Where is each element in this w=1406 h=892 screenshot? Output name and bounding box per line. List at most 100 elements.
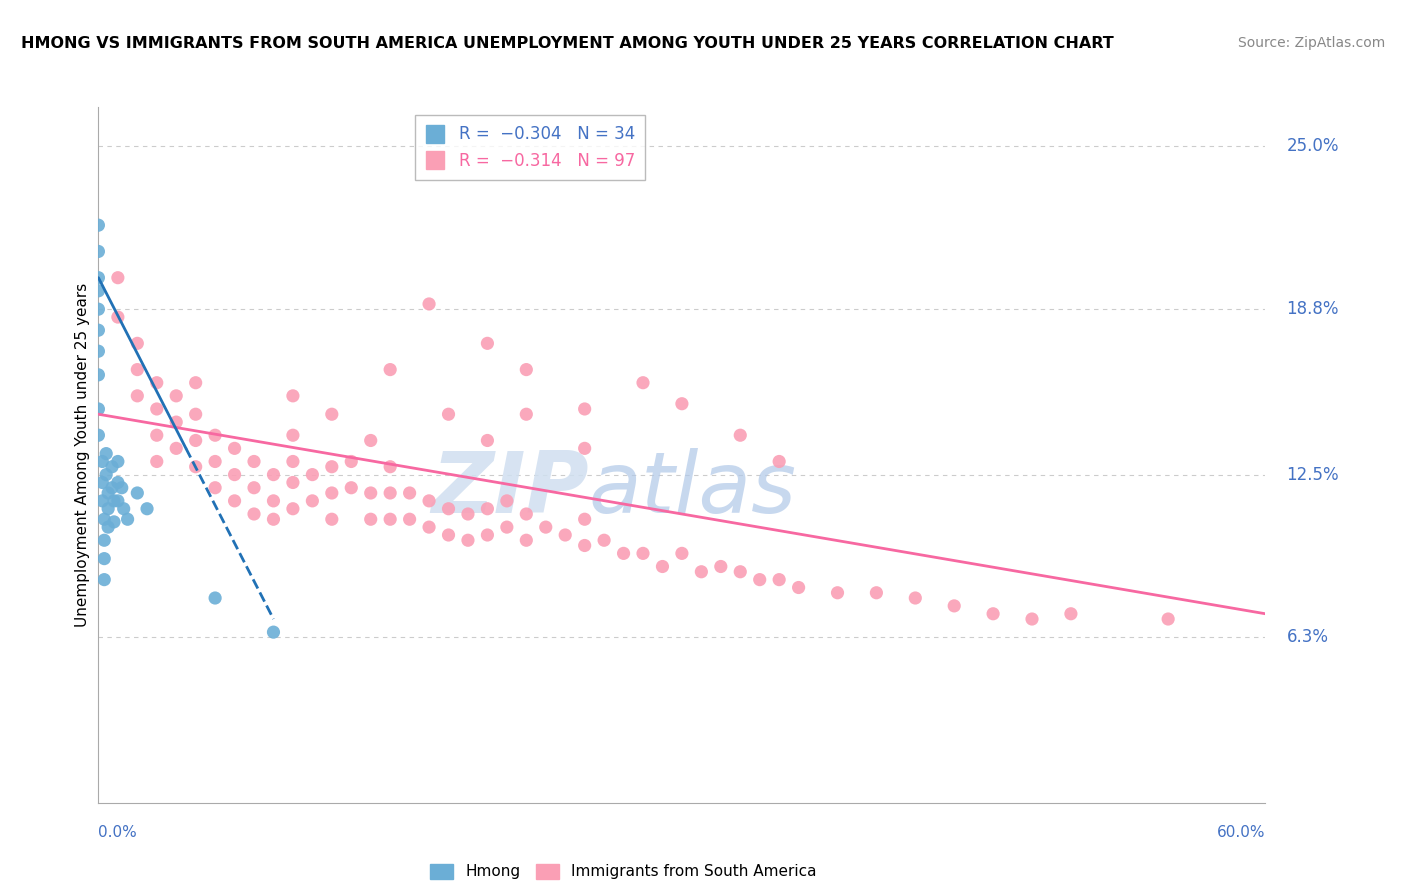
Point <box>360 486 382 500</box>
Point <box>101 459 124 474</box>
Point <box>321 407 343 421</box>
Point <box>103 494 125 508</box>
Point <box>165 442 187 456</box>
Point <box>91 454 114 468</box>
Point <box>127 336 149 351</box>
Point <box>418 297 440 311</box>
Text: 0.0%: 0.0% <box>98 825 138 840</box>
Point <box>87 284 110 298</box>
Point <box>281 501 304 516</box>
Point <box>127 389 149 403</box>
Point <box>710 559 733 574</box>
Point <box>554 528 576 542</box>
Point <box>93 551 115 566</box>
Point <box>127 486 149 500</box>
Point <box>97 501 120 516</box>
Text: Source: ZipAtlas.com: Source: ZipAtlas.com <box>1237 36 1385 50</box>
Point <box>184 434 207 448</box>
Point <box>87 368 110 382</box>
Point <box>943 599 966 613</box>
Point <box>262 625 284 640</box>
Text: 18.8%: 18.8% <box>1286 301 1339 318</box>
Point <box>107 270 129 285</box>
Point <box>111 481 134 495</box>
Point <box>477 501 499 516</box>
Point <box>418 494 440 508</box>
Point <box>93 573 115 587</box>
Point <box>112 501 135 516</box>
Point <box>1157 612 1180 626</box>
Point <box>690 565 713 579</box>
Point <box>398 486 420 500</box>
Point <box>437 407 460 421</box>
Point <box>146 376 169 390</box>
Text: 6.3%: 6.3% <box>1286 628 1329 647</box>
Point <box>243 481 266 495</box>
Point <box>515 507 537 521</box>
Point <box>398 512 420 526</box>
Point <box>87 218 110 232</box>
Point <box>97 520 120 534</box>
Point <box>165 415 187 429</box>
Point <box>262 512 284 526</box>
Point <box>146 454 169 468</box>
Point <box>827 586 849 600</box>
Point <box>671 546 693 560</box>
Point <box>378 486 402 500</box>
Point <box>340 454 363 468</box>
Point <box>340 481 363 495</box>
Point <box>281 389 304 403</box>
Point <box>768 573 790 587</box>
Point <box>184 376 207 390</box>
Point <box>457 507 479 521</box>
Point <box>101 481 124 495</box>
Text: 60.0%: 60.0% <box>1218 825 1265 840</box>
Point <box>262 494 284 508</box>
Point <box>748 573 770 587</box>
Point <box>437 501 460 516</box>
Point <box>730 565 752 579</box>
Point <box>477 434 499 448</box>
Point <box>378 459 402 474</box>
Point <box>107 494 129 508</box>
Point <box>224 494 246 508</box>
Point <box>378 362 402 376</box>
Point <box>184 459 207 474</box>
Point <box>631 376 654 390</box>
Point <box>224 467 246 482</box>
Point <box>146 428 169 442</box>
Point <box>93 533 115 548</box>
Point <box>593 533 616 548</box>
Point <box>87 302 110 317</box>
Text: HMONG VS IMMIGRANTS FROM SOUTH AMERICA UNEMPLOYMENT AMONG YOUTH UNDER 25 YEARS C: HMONG VS IMMIGRANTS FROM SOUTH AMERICA U… <box>21 36 1114 51</box>
Point <box>87 270 110 285</box>
Point <box>1021 612 1043 626</box>
Point <box>321 486 343 500</box>
Point <box>87 401 110 416</box>
Point <box>321 512 343 526</box>
Point <box>865 586 887 600</box>
Point <box>477 528 499 542</box>
Point <box>574 539 596 553</box>
Text: 25.0%: 25.0% <box>1286 137 1339 155</box>
Point <box>107 454 129 468</box>
Point <box>87 323 110 337</box>
Point <box>91 475 114 490</box>
Point <box>437 528 460 542</box>
Point <box>534 520 557 534</box>
Point <box>204 454 226 468</box>
Point <box>418 520 440 534</box>
Point <box>378 512 402 526</box>
Point <box>768 454 790 468</box>
Point <box>204 591 226 605</box>
Point <box>243 507 266 521</box>
Point <box>651 559 673 574</box>
Point <box>96 447 118 461</box>
Point <box>107 310 129 324</box>
Point <box>301 467 323 482</box>
Point <box>97 486 120 500</box>
Point <box>495 520 517 534</box>
Point <box>301 494 323 508</box>
Point <box>515 407 537 421</box>
Y-axis label: Unemployment Among Youth under 25 years: Unemployment Among Youth under 25 years <box>75 283 90 627</box>
